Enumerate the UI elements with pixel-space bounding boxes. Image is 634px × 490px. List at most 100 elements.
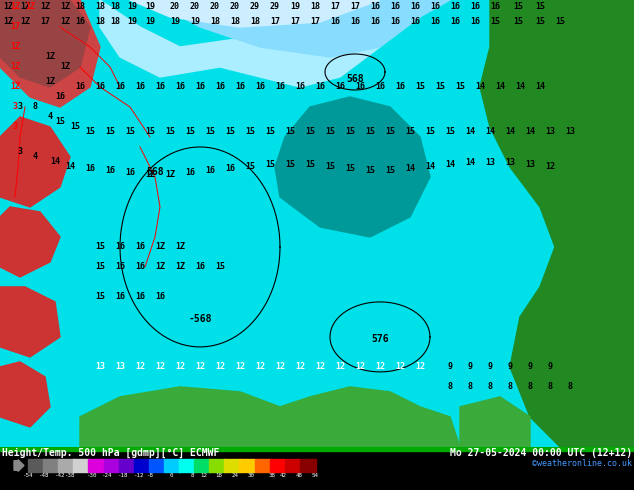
- Text: 16: 16: [395, 82, 405, 92]
- Text: 8: 8: [448, 382, 453, 392]
- Text: 16: 16: [195, 82, 205, 92]
- Text: 15: 15: [325, 163, 335, 172]
- Polygon shape: [0, 117, 70, 207]
- Text: 29: 29: [250, 2, 260, 11]
- Bar: [74, 459, 89, 472]
- Text: 14: 14: [405, 165, 415, 173]
- Text: 16: 16: [255, 82, 265, 92]
- Text: 16: 16: [390, 2, 400, 11]
- Bar: [179, 459, 195, 472]
- Text: 19: 19: [145, 18, 155, 26]
- Text: 16: 16: [135, 243, 145, 251]
- Text: 8: 8: [32, 102, 37, 111]
- Text: 9: 9: [527, 363, 533, 371]
- Text: 13: 13: [485, 158, 495, 168]
- Text: 4: 4: [48, 113, 53, 122]
- Text: 20: 20: [190, 2, 200, 11]
- Text: 15: 15: [345, 165, 355, 173]
- Text: 18: 18: [110, 18, 120, 26]
- Text: 20: 20: [210, 2, 220, 11]
- Text: 16: 16: [155, 293, 165, 301]
- Text: 24: 24: [232, 473, 239, 478]
- Text: 3: 3: [13, 102, 18, 111]
- Text: 15: 15: [405, 127, 415, 136]
- Text: 16: 16: [430, 2, 440, 11]
- Polygon shape: [0, 362, 50, 427]
- Text: -8: -8: [146, 473, 153, 478]
- Text: 19: 19: [170, 18, 180, 26]
- Text: 14: 14: [50, 157, 60, 167]
- Text: 3: 3: [13, 122, 18, 131]
- Text: 16: 16: [490, 2, 500, 11]
- Text: 16: 16: [115, 82, 125, 92]
- FancyArrow shape: [14, 460, 24, 471]
- Text: 18: 18: [310, 2, 320, 11]
- Text: 16: 16: [430, 18, 440, 26]
- Text: 16: 16: [410, 18, 420, 26]
- Polygon shape: [0, 287, 60, 357]
- Text: 15: 15: [265, 160, 275, 170]
- Bar: [164, 459, 179, 472]
- Bar: [240, 459, 255, 472]
- Text: 15: 15: [435, 82, 445, 92]
- Bar: [224, 459, 240, 472]
- Text: 12: 12: [215, 363, 225, 371]
- Text: 16: 16: [215, 82, 225, 92]
- Text: 15: 15: [365, 127, 375, 136]
- Text: 8: 8: [488, 382, 493, 392]
- Text: 16: 16: [175, 82, 185, 92]
- Text: 14: 14: [425, 163, 435, 172]
- Text: 12: 12: [155, 363, 165, 371]
- Bar: [149, 459, 164, 472]
- Text: 15: 15: [365, 167, 375, 175]
- Text: 12: 12: [415, 363, 425, 371]
- Bar: [194, 459, 210, 472]
- Text: 12: 12: [295, 363, 305, 371]
- Text: 13: 13: [95, 363, 105, 371]
- Text: 15: 15: [165, 127, 175, 136]
- Text: 1Z: 1Z: [3, 18, 13, 26]
- Text: 16: 16: [370, 18, 380, 26]
- Text: 14: 14: [505, 127, 515, 136]
- Text: 18: 18: [230, 18, 240, 26]
- Text: 18: 18: [75, 2, 85, 11]
- Text: 15: 15: [245, 163, 255, 172]
- Text: 12: 12: [395, 363, 405, 371]
- Text: 15: 15: [513, 2, 523, 11]
- Text: 14: 14: [475, 82, 485, 92]
- Text: 1Z: 1Z: [60, 63, 70, 72]
- Text: 1Z: 1Z: [25, 2, 35, 11]
- Text: 12: 12: [195, 363, 205, 371]
- Text: 15: 15: [215, 263, 225, 271]
- Text: 16: 16: [390, 18, 400, 26]
- Text: 1Z: 1Z: [165, 171, 175, 179]
- Text: 576: 576: [371, 334, 389, 344]
- Text: 15: 15: [105, 127, 115, 136]
- Text: 16: 16: [275, 82, 285, 92]
- Polygon shape: [100, 0, 380, 87]
- Text: 15: 15: [490, 18, 500, 26]
- Text: 29: 29: [270, 2, 280, 11]
- Text: -568: -568: [188, 314, 212, 324]
- Bar: [209, 459, 225, 472]
- Text: 15: 15: [225, 127, 235, 136]
- Text: 1Z: 1Z: [60, 18, 70, 26]
- Text: 8: 8: [567, 382, 573, 392]
- Bar: [119, 459, 134, 472]
- Bar: [134, 459, 150, 472]
- Text: 17: 17: [330, 2, 340, 11]
- Text: 1Z: 1Z: [40, 2, 50, 11]
- Text: 1Z: 1Z: [175, 263, 185, 271]
- Text: -30: -30: [86, 473, 97, 478]
- Text: 15: 15: [445, 127, 455, 136]
- Polygon shape: [80, 387, 460, 447]
- Text: 15: 15: [425, 127, 435, 136]
- Text: 12: 12: [255, 363, 265, 371]
- Text: 16: 16: [450, 2, 460, 11]
- Text: 9: 9: [488, 363, 493, 371]
- Text: 15: 15: [245, 127, 255, 136]
- Text: 1Z: 1Z: [155, 263, 165, 271]
- Text: 8: 8: [527, 382, 533, 392]
- Text: 13: 13: [525, 160, 535, 170]
- Text: 15: 15: [305, 160, 315, 170]
